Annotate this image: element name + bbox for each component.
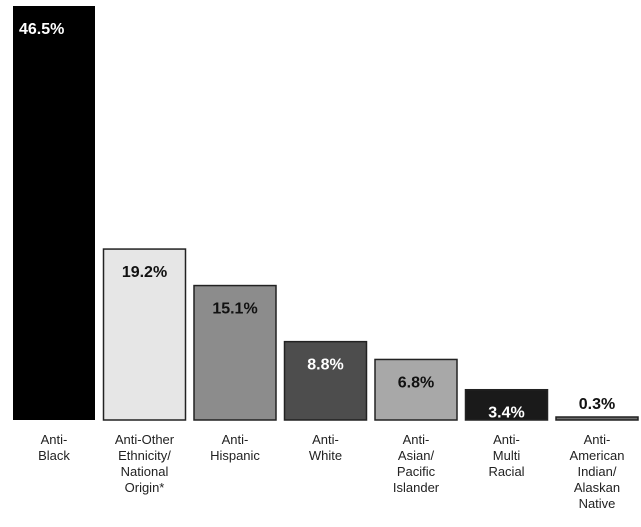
value-label-2: 15.1% xyxy=(212,301,257,318)
category-label-6-line-4: Native xyxy=(579,496,616,511)
category-label-2-line-0: Anti- xyxy=(222,432,249,447)
category-label-4-line-1: Asian/ xyxy=(398,448,435,463)
category-label-6-line-1: American xyxy=(570,448,625,463)
category-label-4-line-0: Anti- xyxy=(403,432,430,447)
category-label-5: Anti-Multi Racial xyxy=(488,432,524,479)
bar-5 xyxy=(464,388,549,421)
value-label-4: 6.8% xyxy=(398,374,434,391)
category-label-5-line-2: Racial xyxy=(488,464,524,479)
category-label-3: Anti-White xyxy=(309,432,342,463)
category-label-1-line-0: Anti-Other xyxy=(115,432,175,447)
bar-1 xyxy=(102,248,187,421)
category-label-6-line-2: Indian/ xyxy=(577,464,616,479)
category-label-3-line-0: Anti- xyxy=(312,432,339,447)
bar-0 xyxy=(13,6,95,420)
category-label-1-line-2: National xyxy=(121,464,169,479)
value-label-5: 3.4% xyxy=(488,405,524,422)
bar-3 xyxy=(283,340,368,421)
category-label-2: Anti-Hispanic xyxy=(210,432,260,463)
bar-6 xyxy=(555,416,639,421)
category-label-4-line-2: Pacific xyxy=(397,464,436,479)
category-label-1-line-3: Origin* xyxy=(125,480,165,495)
value-label-0: 46.5% xyxy=(19,21,64,38)
category-label-0: Anti-Black xyxy=(38,432,70,463)
category-label-1-line-1: Ethnicity/ xyxy=(118,448,171,463)
category-label-5-line-1: Multi xyxy=(493,448,521,463)
category-label-6-line-3: Alaskan xyxy=(574,480,620,495)
bar-4 xyxy=(374,358,458,421)
category-label-4-line-3: Islander xyxy=(393,480,440,495)
category-label-5-line-0: Anti- xyxy=(493,432,520,447)
category-label-0-line-0: Anti- xyxy=(41,432,68,447)
category-label-6: Anti-American Indian/Alaskan Native xyxy=(570,432,625,511)
value-label-3: 8.8% xyxy=(307,357,343,374)
category-label-6-line-0: Anti- xyxy=(584,432,611,447)
category-label-1: Anti-Other Ethnicity/National Origin* xyxy=(115,432,175,495)
category-label-0-line-1: Black xyxy=(38,448,70,463)
category-label-2-line-1: Hispanic xyxy=(210,448,260,463)
bar-2 xyxy=(193,284,277,421)
value-label-1: 19.2% xyxy=(122,264,167,281)
value-label-6: 0.3% xyxy=(579,396,615,413)
category-label-3-line-1: White xyxy=(309,448,342,463)
category-label-4: Anti-Asian/Pacific Islander xyxy=(393,432,440,495)
